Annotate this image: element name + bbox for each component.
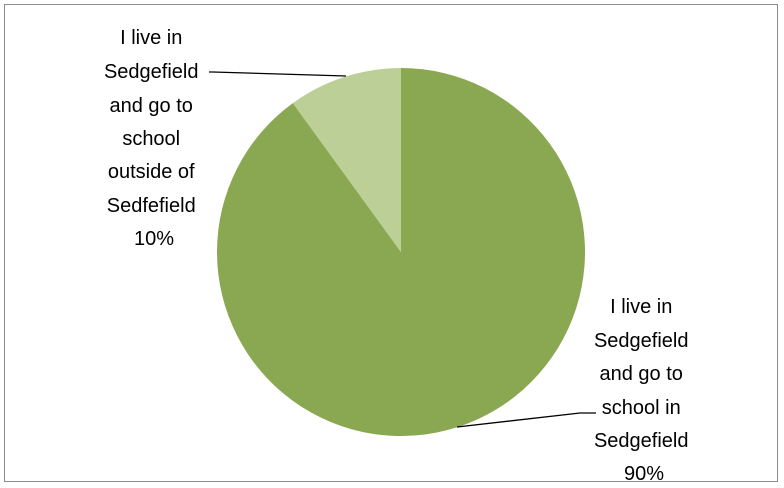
label-line: and go to <box>110 95 193 117</box>
label-line: Sedgefield <box>104 61 199 83</box>
slice-label-school-outside-sedgefield: I live in Sedgefield and go to school ou… <box>104 27 204 250</box>
label-line: outside of <box>108 161 195 183</box>
percent-label: 90% <box>624 463 664 485</box>
label-line: Sedgefield <box>594 330 689 352</box>
label-line: and go to <box>600 363 683 385</box>
pie-slice-1 <box>292 68 401 252</box>
label-line: I live in <box>120 27 182 49</box>
leader-line-school-in-sedgefield <box>456 412 596 428</box>
leader-lines <box>209 71 596 428</box>
label-line: I live in <box>610 296 672 318</box>
pie-slices <box>217 68 586 437</box>
percent-label: 10% <box>134 228 174 250</box>
slice-label-school-in-sedgefield: I live in Sedgefield and go to school in… <box>594 296 694 485</box>
label-line: Sedfefield <box>107 195 196 217</box>
pie-slice-0 <box>217 68 586 437</box>
leader-line-school-outside-sedgefield <box>209 71 347 77</box>
label-line: school in <box>602 397 681 419</box>
label-line: Sedgefield <box>594 430 689 452</box>
label-line: school <box>122 128 180 150</box>
